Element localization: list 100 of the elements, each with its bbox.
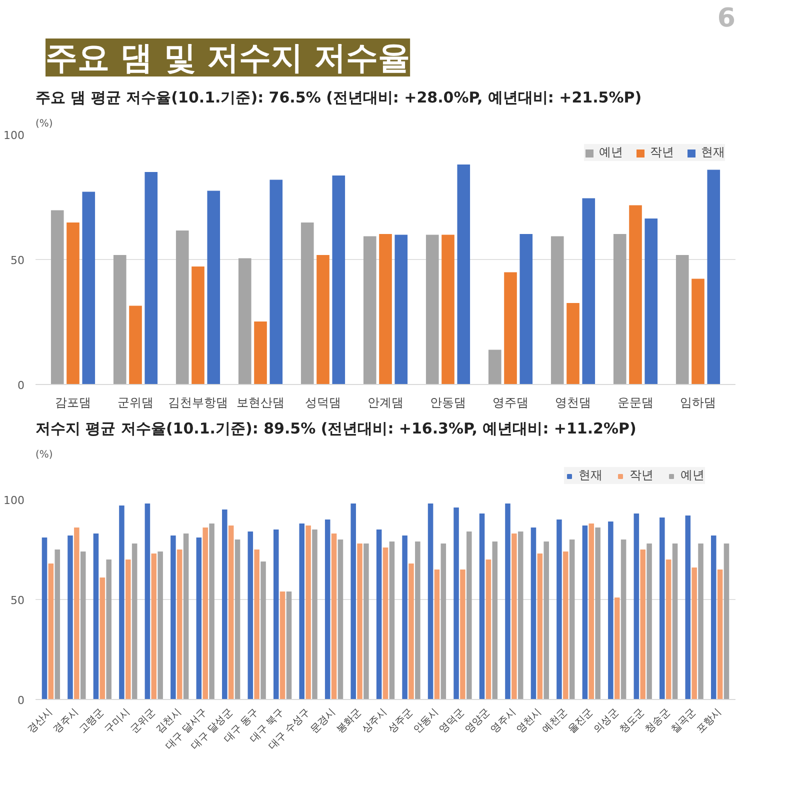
bar [614, 598, 620, 700]
bar [379, 234, 392, 384]
bar [364, 544, 369, 700]
bar [454, 508, 459, 700]
bar [170, 536, 176, 700]
bar [363, 236, 376, 384]
bar [646, 544, 652, 700]
bar [415, 542, 420, 700]
bar [676, 255, 689, 384]
x-tick-label: 임하댐 [680, 396, 716, 410]
bar [299, 524, 304, 700]
bar [512, 534, 517, 700]
legend-label: 현재 [578, 467, 603, 484]
bar [440, 544, 446, 700]
bar [608, 522, 614, 700]
bar [724, 544, 730, 700]
bar [504, 272, 517, 384]
bar [151, 554, 157, 700]
bar [520, 234, 533, 384]
bar [582, 198, 596, 384]
bar [442, 234, 454, 384]
bar [280, 592, 286, 700]
bar [357, 544, 362, 700]
bar [717, 570, 723, 700]
bar [238, 258, 252, 384]
y-tick-label: 50 [10, 594, 25, 607]
x-tick-label: 영천댐 [555, 396, 591, 410]
bar [100, 578, 106, 700]
bar [634, 514, 640, 700]
y-tick-label: 100 [4, 129, 25, 142]
bar [144, 504, 150, 700]
bar [196, 538, 202, 700]
bar [228, 526, 234, 700]
y-tick-label: 0 [18, 694, 24, 707]
bar [428, 504, 434, 700]
bar [666, 560, 672, 700]
bar [254, 550, 260, 700]
bar [331, 534, 337, 700]
bar [698, 544, 704, 700]
x-tick-label: 성덕댐 [305, 396, 341, 410]
bar [685, 516, 691, 700]
bar [466, 532, 472, 700]
bar [158, 552, 163, 700]
bar [620, 540, 626, 700]
bar [382, 548, 388, 700]
chart-title: 저수지 평균 저수율(10.1.기준): 89.5% (전년대비: +16.3%P, 예년대비: +11.2%P) [36, 420, 636, 438]
bar [672, 544, 678, 700]
bar [492, 542, 498, 700]
bar [300, 222, 314, 384]
bar [556, 520, 562, 700]
bar [613, 234, 626, 384]
bar [595, 528, 600, 700]
bar [544, 542, 549, 700]
bar [426, 234, 439, 384]
bar [505, 504, 510, 700]
bar [68, 536, 73, 700]
bar [50, 210, 64, 384]
bar [692, 278, 704, 384]
bar [640, 550, 646, 700]
bar [518, 532, 524, 700]
bar [324, 520, 330, 700]
legend-label: 예년 [680, 467, 705, 484]
x-tick-label: 감포댐 [55, 396, 91, 410]
bar [376, 530, 382, 700]
bar [460, 570, 466, 700]
bar [80, 552, 86, 700]
bar [569, 540, 575, 700]
bar [119, 506, 124, 700]
bar [692, 568, 697, 700]
bar [316, 255, 330, 384]
bar [48, 564, 54, 700]
bar [707, 170, 720, 384]
bar [207, 190, 220, 384]
bar [202, 528, 208, 700]
y-axis-title: (%) [36, 450, 53, 460]
bar [42, 538, 48, 700]
bar [566, 303, 580, 384]
bar [106, 560, 112, 700]
bar [629, 205, 642, 384]
bar [176, 230, 189, 384]
chart-title: 주요 댐 및 저수지 저수율 [46, 38, 410, 76]
bar [402, 536, 408, 700]
bar [350, 504, 356, 700]
bar [588, 524, 594, 700]
bar [338, 540, 344, 700]
bar [457, 164, 470, 384]
y-tick-label: 0 [18, 379, 24, 392]
bar [254, 322, 267, 384]
bar [132, 544, 138, 700]
bar [312, 530, 318, 700]
bar [129, 306, 142, 384]
bar [113, 255, 126, 384]
x-tick-label: 김천부항댐 [168, 396, 228, 410]
bar [644, 218, 658, 384]
bar [222, 510, 228, 700]
legend-label: 현재 [701, 144, 725, 161]
bar [183, 534, 189, 700]
bar [126, 560, 131, 700]
bar [479, 514, 485, 700]
bar [260, 562, 266, 700]
